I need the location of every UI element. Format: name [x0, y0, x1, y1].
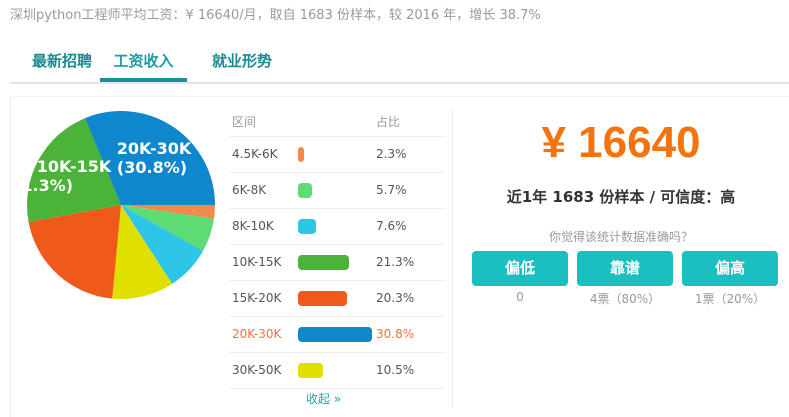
salary-pie-chart: 20K-30K(30.8%) 10K-15K(21.3%) — [26, 111, 215, 299]
pie-slice-20K-30K[interactable] — [84, 111, 215, 205]
range-label: 15K-20K — [232, 291, 282, 305]
table-row: 15K-20K 20.3% — [230, 280, 445, 317]
vote-low-button[interactable]: 偏低 — [472, 251, 568, 286]
ratio-bar — [298, 255, 350, 270]
vote-high-count: 1票（20%） — [694, 292, 766, 306]
pie-slice-6K-8K[interactable] — [121, 205, 214, 251]
range-label: 4.5K-6K — [232, 147, 278, 161]
ratio-bar — [298, 291, 347, 306]
tab-divider — [10, 82, 789, 84]
salary-summary: 深圳python工程师平均工资：¥ 16640/月，取自 1683 份样本，较 … — [10, 8, 541, 23]
range-label: 10K-15K — [232, 255, 282, 269]
pie-slice-4.5K-6K[interactable] — [121, 205, 215, 219]
pie-label: (21.3%) — [26, 176, 73, 195]
ratio-label: 10.5% — [376, 363, 415, 377]
vote-high-button[interactable]: 偏高 — [682, 251, 778, 286]
table-row: 10K-15K 21.3% — [230, 244, 445, 281]
range-label: 20K-30K — [232, 327, 282, 341]
table-row: 20K-30K 30.8% — [230, 316, 445, 353]
ratio-label: 2.3% — [376, 147, 407, 161]
range-label: 8K-10K — [232, 219, 274, 233]
vote-low-count: 0 — [516, 290, 524, 304]
ratio-bar — [298, 183, 312, 198]
pie-label: 10K-15K — [37, 157, 112, 176]
ratio-bar — [298, 219, 317, 234]
collapse-link[interactable]: 收起 » — [306, 392, 342, 406]
pie-label: 20K-30K — [117, 139, 192, 158]
ratio-label: 5.7% — [376, 183, 407, 197]
ratio-label: 30.8% — [376, 327, 415, 341]
ratio-bar — [298, 363, 324, 378]
ratio-bar — [298, 147, 304, 162]
table-row: 4.5K-6K 2.3% — [230, 136, 445, 173]
vote-accurate-count: 4票（80%） — [589, 292, 661, 306]
table-row: 8K-10K 7.6% — [230, 208, 445, 245]
active-tab-indicator — [100, 78, 187, 82]
pie-slice-15K-20K[interactable] — [28, 205, 121, 299]
header-range: 区间 — [232, 115, 257, 129]
pie-slice-30K-50K[interactable] — [112, 205, 173, 299]
table-row: 30K-50K 10.5% — [230, 352, 445, 389]
header-ratio: 占比 — [376, 115, 401, 129]
ratio-bar — [298, 327, 372, 342]
pie-label: (30.8%) — [117, 158, 187, 177]
panel-divider — [452, 108, 453, 408]
ratio-label: 20.3% — [376, 291, 415, 305]
average-salary: ¥ 16640 — [541, 118, 701, 167]
vote-accurate-button[interactable]: 靠谱 — [577, 251, 673, 286]
table-row: 6K-8K 5.7% — [230, 172, 445, 209]
accuracy-question: 你觉得该统计数据准确吗？ — [548, 230, 693, 244]
ratio-label: 7.6% — [376, 219, 407, 233]
pie-slice-8K-10K[interactable] — [121, 205, 204, 284]
sample-info: 近1年 1683 份样本 / 可信度：高 — [506, 188, 736, 206]
tab-employment[interactable]: 就业形势 — [211, 52, 272, 70]
tab-latest-jobs[interactable]: 最新招聘 — [31, 52, 92, 70]
tab-salary[interactable]: 工资收入 — [113, 52, 174, 70]
ratio-label: 21.3% — [376, 255, 415, 269]
pie-slice-10K-15K[interactable] — [26, 118, 122, 222]
range-label: 30K-50K — [232, 363, 282, 377]
range-label: 6K-8K — [232, 183, 267, 197]
